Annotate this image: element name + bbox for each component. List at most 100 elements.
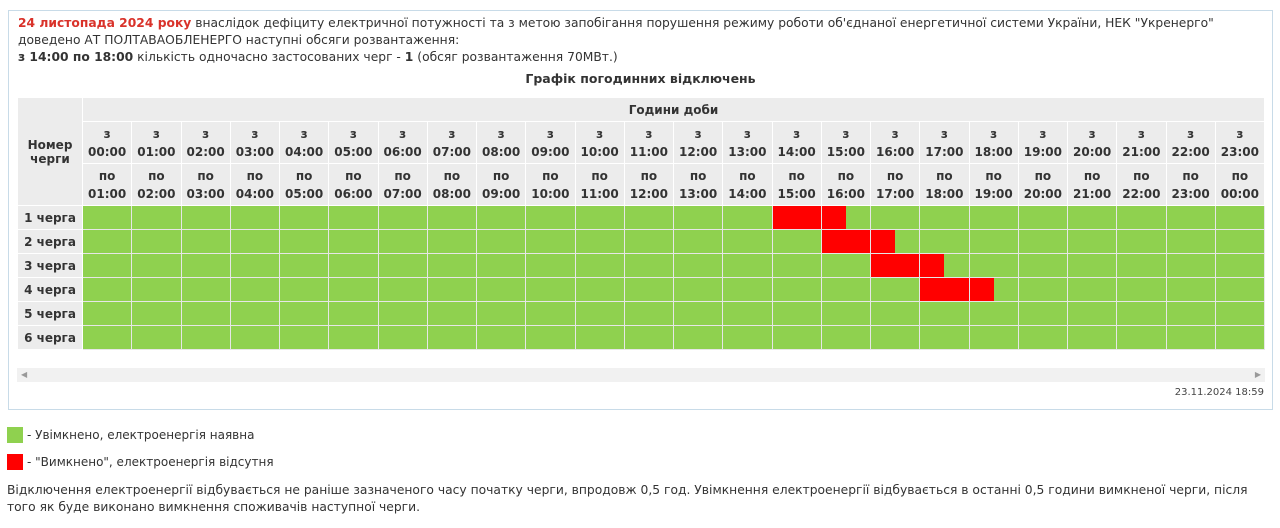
half-hour-on — [1191, 302, 1215, 325]
half-hour-on — [353, 254, 377, 277]
half-hour-on — [576, 302, 600, 325]
hour-to: по 02:00 — [131, 163, 182, 206]
half-hour-on — [1141, 206, 1165, 229]
half-hour-on — [304, 302, 328, 325]
half-hour-on — [156, 230, 180, 253]
half-hour-on — [1117, 326, 1141, 349]
hour-cell — [131, 205, 182, 230]
half-hour-on — [1117, 254, 1141, 277]
half-hour-on — [920, 230, 944, 253]
queue-label: 6 черга — [17, 325, 83, 350]
hour-cell — [525, 325, 576, 350]
hour-cell — [328, 325, 379, 350]
half-hour-on — [674, 254, 698, 277]
hour-from: з 12:00 — [672, 121, 724, 164]
half-hour-on — [895, 326, 919, 349]
half-hour-on — [723, 326, 747, 349]
half-hour-on — [329, 230, 353, 253]
hour-cell — [180, 325, 231, 350]
half-hour-on — [698, 302, 722, 325]
half-hour-on — [1141, 254, 1165, 277]
intro-date: 24 листопада 2024 року — [18, 16, 192, 30]
half-hour-on — [625, 230, 649, 253]
half-hour-on — [920, 302, 944, 325]
half-hour-on — [329, 278, 353, 301]
scroll-right-icon[interactable]: ▶ — [1254, 370, 1261, 379]
hour-cell — [1116, 205, 1167, 230]
half-hour-on — [83, 278, 107, 301]
half-hour-on — [994, 206, 1018, 229]
hour-cell — [131, 325, 182, 350]
hour-from: з 04:00 — [278, 121, 330, 164]
half-hour-on — [452, 230, 476, 253]
half-hour-on — [747, 206, 771, 229]
half-hour-on — [1092, 254, 1116, 277]
hour-cell — [1214, 253, 1266, 278]
hour-from: з 21:00 — [1116, 121, 1167, 164]
half-hour-on — [698, 206, 722, 229]
half-hour-on — [797, 326, 821, 349]
hour-cell — [525, 253, 576, 278]
hour-cell — [820, 325, 872, 350]
hour-cell — [377, 253, 428, 278]
half-hour-on — [526, 302, 550, 325]
intro-body: внаслідок дефіциту електричної потужност… — [18, 16, 1214, 47]
half-hour-on — [723, 206, 747, 229]
half-hour-on — [846, 254, 870, 277]
half-hour-on — [550, 206, 574, 229]
half-hour-on — [156, 278, 180, 301]
half-hour-on — [403, 230, 427, 253]
hour-from: з 23:00 — [1214, 121, 1266, 164]
half-hour-on — [822, 278, 846, 301]
hour-cell — [229, 229, 281, 254]
half-hour-on — [1043, 326, 1067, 349]
half-hour-on — [970, 326, 994, 349]
half-hour-on — [649, 326, 673, 349]
horizontal-scrollbar[interactable]: ◀ ▶ — [17, 368, 1265, 382]
half-hour-on — [994, 254, 1018, 277]
hour-cell — [968, 229, 1019, 254]
half-hour-on — [1216, 230, 1240, 253]
hour-cell — [426, 277, 478, 302]
half-hour-on — [452, 302, 476, 325]
half-hour-on — [674, 230, 698, 253]
half-hour-on — [600, 326, 624, 349]
hour-from: з 15:00 — [820, 121, 872, 164]
half-hour-on — [649, 302, 673, 325]
hour-cell — [869, 277, 921, 302]
half-hour-on — [353, 326, 377, 349]
table-row: 3 черга — [17, 253, 1266, 278]
hour-cell — [229, 301, 281, 326]
hour-cell — [81, 253, 133, 278]
hour-to: по 10:00 — [525, 163, 576, 206]
half-hour-on — [477, 230, 501, 253]
half-hour-on — [1068, 302, 1092, 325]
half-hour-on — [674, 278, 698, 301]
half-hour-on — [970, 206, 994, 229]
half-hour-on — [920, 326, 944, 349]
hour-cell — [1165, 229, 1216, 254]
half-hour-on — [304, 254, 328, 277]
half-hour-on — [773, 302, 797, 325]
half-hour-on — [994, 302, 1018, 325]
half-hour-on — [1043, 254, 1067, 277]
half-hour-on — [1240, 206, 1264, 229]
half-hour-on — [550, 254, 574, 277]
queue-label: 4 черга — [17, 277, 83, 302]
half-hour-on — [625, 206, 649, 229]
hour-cell — [475, 253, 527, 278]
half-hour-on — [107, 278, 131, 301]
timestamp: 23.11.2024 18:59 — [1174, 387, 1264, 398]
hour-to: по 18:00 — [919, 163, 970, 206]
table-row: 1 черга — [17, 205, 1266, 230]
hour-cell — [1165, 205, 1216, 230]
scroll-left-icon[interactable]: ◀ — [21, 370, 28, 379]
hour-cell — [180, 301, 231, 326]
half-hour-on — [477, 326, 501, 349]
half-hour-on — [206, 230, 230, 253]
half-hour-on — [797, 230, 821, 253]
half-hour-on — [255, 302, 279, 325]
half-hour-on — [1092, 206, 1116, 229]
half-hour-on — [132, 206, 156, 229]
half-hour-on — [822, 254, 846, 277]
